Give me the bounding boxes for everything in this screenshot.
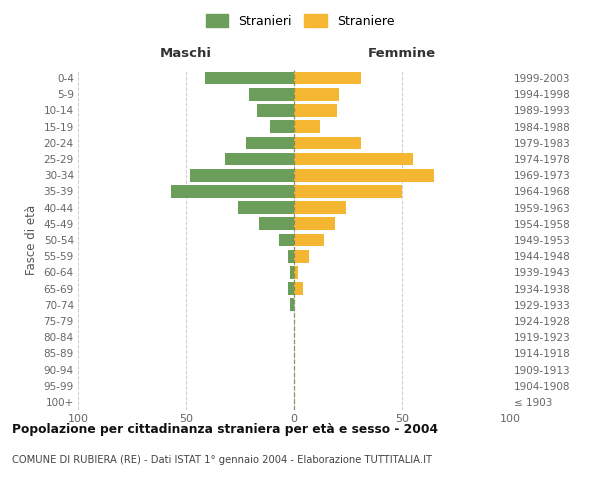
Bar — [257, 104, 294, 117]
Bar — [190, 169, 294, 181]
Text: Popolazione per cittadinanza straniera per età e sesso - 2004: Popolazione per cittadinanza straniera p… — [12, 422, 438, 436]
Bar — [247, 136, 294, 149]
Bar — [294, 218, 335, 230]
Text: Femmine: Femmine — [368, 48, 436, 60]
Bar — [294, 88, 340, 101]
Bar — [294, 104, 337, 117]
Bar — [287, 250, 294, 262]
Bar — [290, 298, 294, 311]
Bar — [294, 266, 298, 278]
Legend: Stranieri, Straniere: Stranieri, Straniere — [201, 8, 399, 33]
Bar — [287, 282, 294, 295]
Bar — [238, 202, 294, 214]
Bar — [294, 250, 309, 262]
Bar — [294, 120, 320, 133]
Bar — [171, 185, 294, 198]
Bar — [294, 72, 361, 85]
Bar — [205, 72, 294, 85]
Bar — [225, 152, 294, 166]
Bar — [294, 152, 413, 166]
Bar — [248, 88, 294, 101]
Bar — [294, 202, 346, 214]
Bar — [294, 185, 402, 198]
Text: COMUNE DI RUBIERA (RE) - Dati ISTAT 1° gennaio 2004 - Elaborazione TUTTITALIA.IT: COMUNE DI RUBIERA (RE) - Dati ISTAT 1° g… — [12, 455, 432, 465]
Bar — [294, 234, 324, 246]
Bar — [290, 266, 294, 278]
Bar — [294, 136, 361, 149]
Bar — [279, 234, 294, 246]
Bar — [294, 282, 302, 295]
Text: Maschi: Maschi — [160, 48, 212, 60]
Bar — [259, 218, 294, 230]
Y-axis label: Fasce di età: Fasce di età — [25, 205, 38, 275]
Bar — [294, 169, 434, 181]
Bar — [270, 120, 294, 133]
